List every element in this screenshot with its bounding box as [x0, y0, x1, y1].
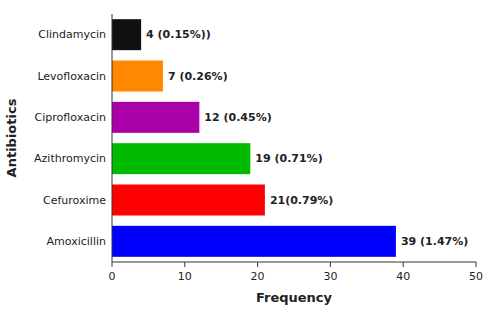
- bar: [112, 143, 250, 174]
- chart-container: 39 (1.47%) 21(0.79%) 19 (0.71%) 12 (0.45%) 7…: [0, 0, 500, 312]
- y-tick-label: Clindamycin: [38, 28, 106, 41]
- x-tick: [403, 262, 404, 267]
- y-tick-label: Ciprofloxacin: [35, 111, 106, 124]
- x-tick: [112, 262, 113, 267]
- y-tick-label: Amoxicillin: [47, 235, 106, 248]
- x-tick-label: 40: [396, 270, 410, 283]
- bar: [112, 61, 163, 92]
- bar: [112, 185, 265, 216]
- data-label: 39 (1.47%): [401, 235, 468, 248]
- y-tick-label: Azithromycin: [34, 152, 106, 165]
- x-tick-label: 30: [323, 270, 337, 283]
- data-label: 21(0.79%): [270, 194, 334, 207]
- x-tick: [184, 262, 185, 267]
- data-label: 7 (0.26%): [168, 70, 228, 83]
- y-axis-label: Antibiotics: [4, 98, 19, 177]
- y-tick-label: Levofloxacin: [37, 70, 106, 83]
- data-labels: 39 (1.47%) 21(0.79%) 19 (0.71%) 12 (0.45%) 7…: [146, 28, 468, 248]
- x-tick: [257, 262, 258, 267]
- bars: [112, 19, 396, 257]
- bar: [112, 102, 199, 133]
- bar: [112, 226, 396, 257]
- x-tick-label: 20: [251, 270, 265, 283]
- x-tick-label: 50: [469, 270, 483, 283]
- data-label: 4 (0.15%)): [146, 28, 211, 41]
- x-axis-label: Frequency: [256, 290, 333, 305]
- x-axis-line: [112, 262, 476, 263]
- bar: [112, 19, 141, 50]
- x-tick-label: 10: [178, 270, 192, 283]
- data-label: 12 (0.45%): [204, 111, 271, 124]
- axes: 0 10 20 30 40 50 Amoxicillin Cefuroxime Azithrom…: [34, 14, 483, 283]
- x-tick: [476, 262, 477, 267]
- y-tick-label: Cefuroxime: [43, 194, 106, 207]
- x-tick: [330, 262, 331, 267]
- y-axis-line: [112, 14, 113, 262]
- data-label: 19 (0.71%): [255, 152, 322, 165]
- x-tick-label: 0: [109, 270, 116, 283]
- chart: 39 (1.47%) 21(0.79%) 19 (0.71%) 12 (0.45%) 7…: [0, 0, 500, 312]
